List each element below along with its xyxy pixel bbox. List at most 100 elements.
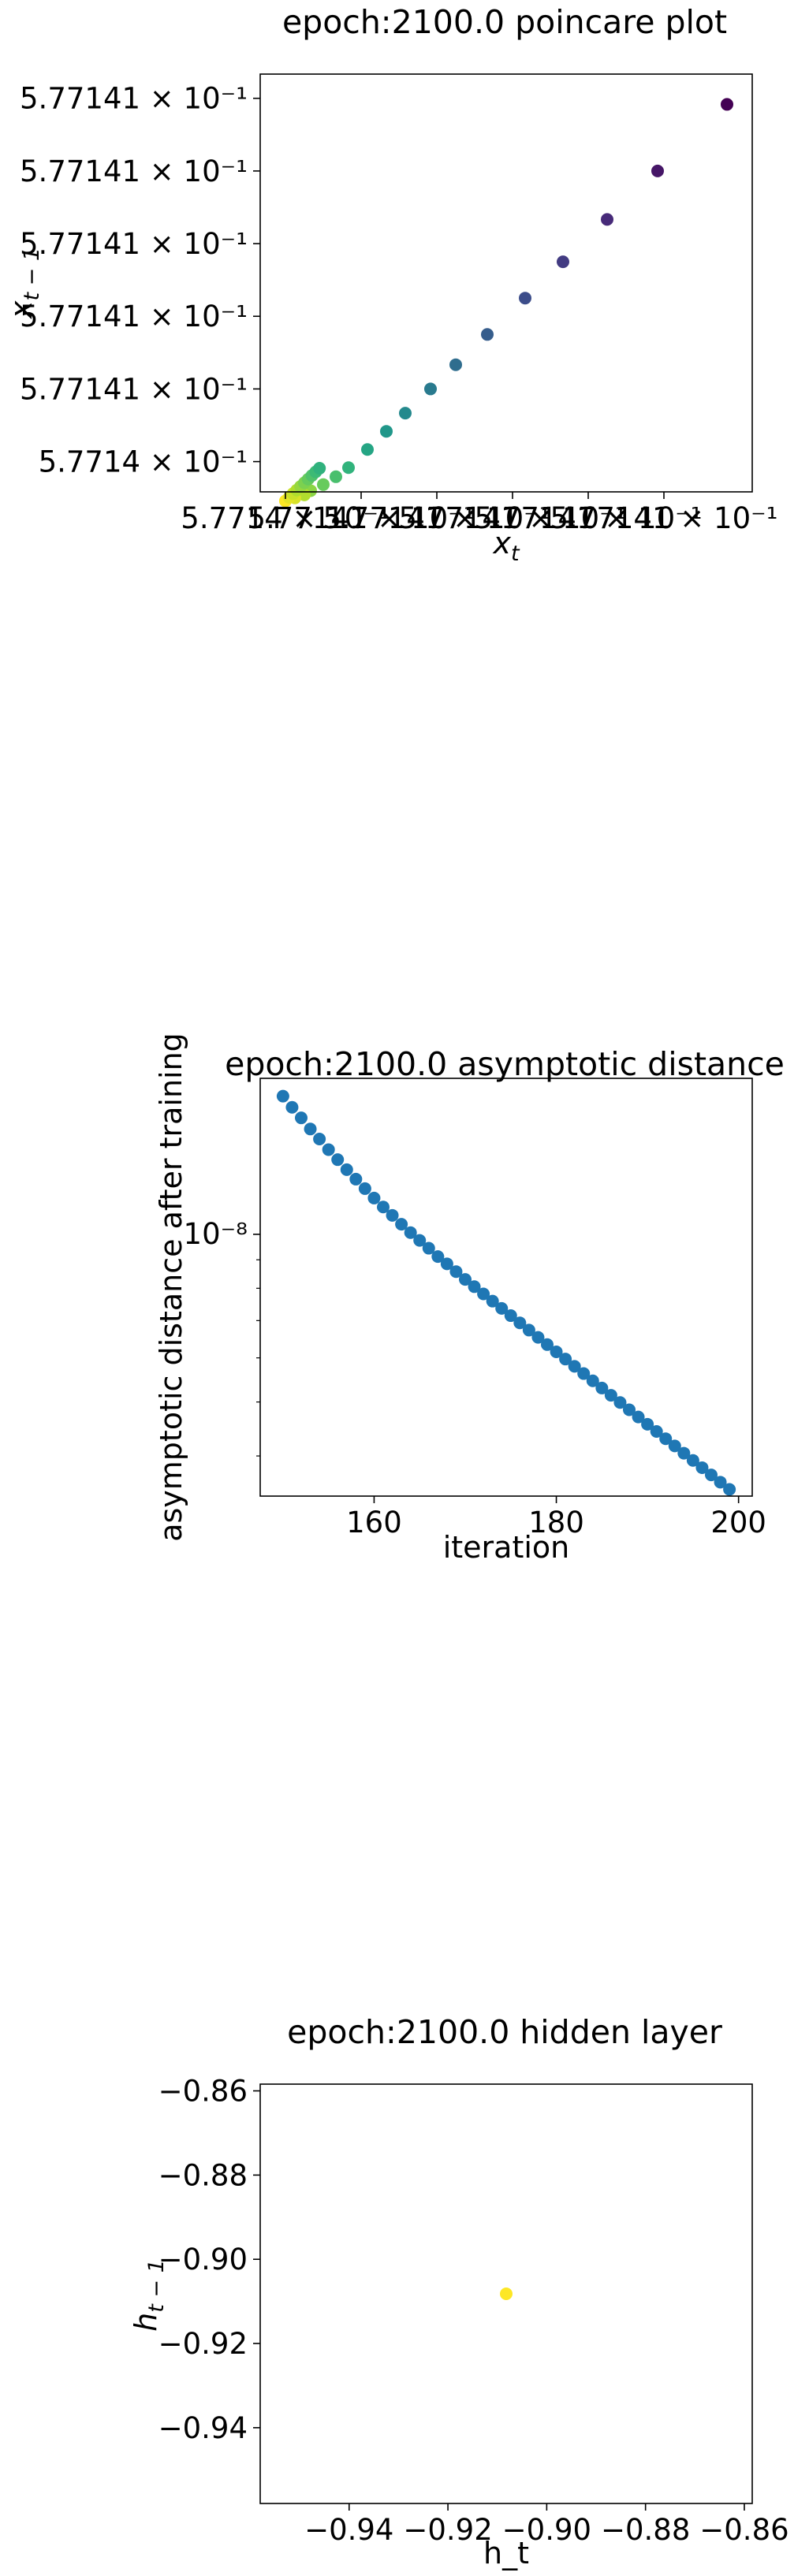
data-point xyxy=(313,462,326,475)
data-point xyxy=(468,1280,481,1294)
data-point xyxy=(604,1389,617,1402)
plot-frame xyxy=(259,2083,753,2504)
tick-label: −0.88 xyxy=(158,2158,248,2192)
x-axis-label: iteration xyxy=(443,1530,570,1565)
data-point xyxy=(504,1309,517,1323)
tick-label: 5.77141 × 10⁻¹ xyxy=(550,501,778,535)
data-point xyxy=(395,1218,408,1231)
x-axis-label: h_t xyxy=(483,2536,529,2570)
data-point xyxy=(361,443,374,456)
data-point xyxy=(623,1403,636,1416)
data-point xyxy=(721,98,733,111)
data-point xyxy=(595,1381,609,1394)
tick-label: −0.90 xyxy=(502,2513,591,2547)
data-point xyxy=(322,1143,335,1156)
data-point xyxy=(313,1133,326,1146)
data-point xyxy=(285,1100,299,1114)
data-points xyxy=(276,1089,736,1496)
data-point xyxy=(659,1432,673,1446)
data-point xyxy=(349,1172,363,1186)
tick-label: 160 xyxy=(346,1506,402,1539)
data-point xyxy=(522,1323,535,1337)
data-point xyxy=(367,1191,381,1204)
tick-label: 10⁻⁸ xyxy=(184,1217,248,1251)
data-point xyxy=(380,425,393,438)
chart-title: epoch:2100.0 asymptotic distance xyxy=(225,1045,785,1083)
tick-label: 5.77141 × 10⁻¹ xyxy=(20,154,248,188)
data-point xyxy=(651,164,664,177)
data-point xyxy=(568,1360,581,1373)
data-point xyxy=(531,1331,545,1344)
tick-label: −0.92 xyxy=(403,2513,492,2547)
asymptotic-distance-chart: epoch:2100.0 asymptotic distance 160 180 2… xyxy=(154,1033,785,1565)
data-point xyxy=(449,358,462,371)
tick-label: −0.90 xyxy=(158,2243,248,2276)
tick-label: 5.77141 × 10⁻¹ xyxy=(248,501,475,535)
data-point xyxy=(440,1257,453,1271)
plot-frame xyxy=(259,73,753,493)
data-point xyxy=(577,1367,591,1380)
data-point xyxy=(331,1153,345,1167)
data-point xyxy=(486,1294,499,1308)
tick-label: 5.77141 × 10⁻¹ xyxy=(20,300,248,333)
data-point xyxy=(641,1417,654,1431)
data-point xyxy=(431,1250,445,1264)
data-point xyxy=(677,1446,691,1460)
data-point xyxy=(424,382,437,396)
tick-label: −0.86 xyxy=(699,2513,788,2547)
data-point xyxy=(304,1122,317,1136)
poincare-plot-chart: epoch:2100.0 poincare plot 5.7714 × 10⁻¹… xyxy=(4,3,777,566)
x-axis-ticks: −0.94 −0.92 −0.90 −0.88 −0.86 xyxy=(304,2503,789,2547)
data-point xyxy=(723,1483,736,1496)
data-point xyxy=(330,470,342,483)
x-axis-ticks: 5.7714 × 10⁻¹5.77141 × 10⁻¹5.77141 × 10⁻… xyxy=(181,492,777,535)
data-point xyxy=(386,1208,399,1222)
data-point xyxy=(557,255,569,269)
tick-label: −0.92 xyxy=(158,2327,248,2361)
tick-label: 5.7714 × 10⁻¹ xyxy=(39,445,248,479)
data-point xyxy=(340,1163,353,1176)
data-point xyxy=(449,1265,463,1279)
tick-label: 5.77141 × 10⁻¹ xyxy=(20,82,248,116)
y-axis-label: xt − 1 xyxy=(4,248,44,319)
data-point xyxy=(377,1201,390,1214)
data-point xyxy=(650,1425,663,1439)
data-point xyxy=(695,1461,709,1474)
data-point xyxy=(481,328,494,341)
tick-label: 180 xyxy=(528,1506,584,1539)
data-point xyxy=(276,1089,289,1103)
tick-label: −0.86 xyxy=(158,2075,248,2109)
tick-label: 5.77141 × 10⁻¹ xyxy=(323,501,551,535)
tick-label: 200 xyxy=(710,1506,766,1539)
data-point xyxy=(513,1316,527,1330)
tick-label: −0.94 xyxy=(158,2411,248,2445)
data-point xyxy=(705,1469,718,1482)
data-point xyxy=(559,1353,572,1366)
data-point xyxy=(317,478,330,491)
data-point xyxy=(399,407,412,420)
data-point xyxy=(714,1476,727,1489)
data-point xyxy=(668,1439,681,1453)
y-axis-label: asymptotic distance after training xyxy=(154,1033,188,1542)
tick-label: 5.77141 × 10⁻¹ xyxy=(475,501,703,535)
chart-title: epoch:2100.0 poincare plot xyxy=(282,3,727,41)
y-axis-ticks: −0.86 −0.88 −0.90 −0.92 −0.94 xyxy=(158,2075,260,2445)
data-point xyxy=(686,1454,699,1467)
data-point xyxy=(404,1226,417,1239)
data-point xyxy=(541,1338,554,1351)
data-point xyxy=(358,1182,371,1195)
tick-label: 5.77141 × 10⁻¹ xyxy=(399,501,627,535)
data-point xyxy=(413,1234,427,1247)
data-point xyxy=(550,1345,563,1358)
x-axis-ticks: 160 180 200 xyxy=(346,1496,766,1539)
tick-label: 5.77141 × 10⁻¹ xyxy=(20,372,248,406)
data-point xyxy=(613,1396,627,1409)
data-points xyxy=(279,98,733,508)
data-point xyxy=(601,213,613,226)
tick-label: 5.7714 × 10⁻¹ xyxy=(181,501,390,535)
plot-frame xyxy=(259,1078,753,1497)
y-axis-label: ht − 1 xyxy=(129,2259,169,2332)
data-point xyxy=(295,1111,308,1125)
data-point xyxy=(632,1410,645,1424)
tick-label: 5.77141 × 10⁻¹ xyxy=(20,227,248,261)
